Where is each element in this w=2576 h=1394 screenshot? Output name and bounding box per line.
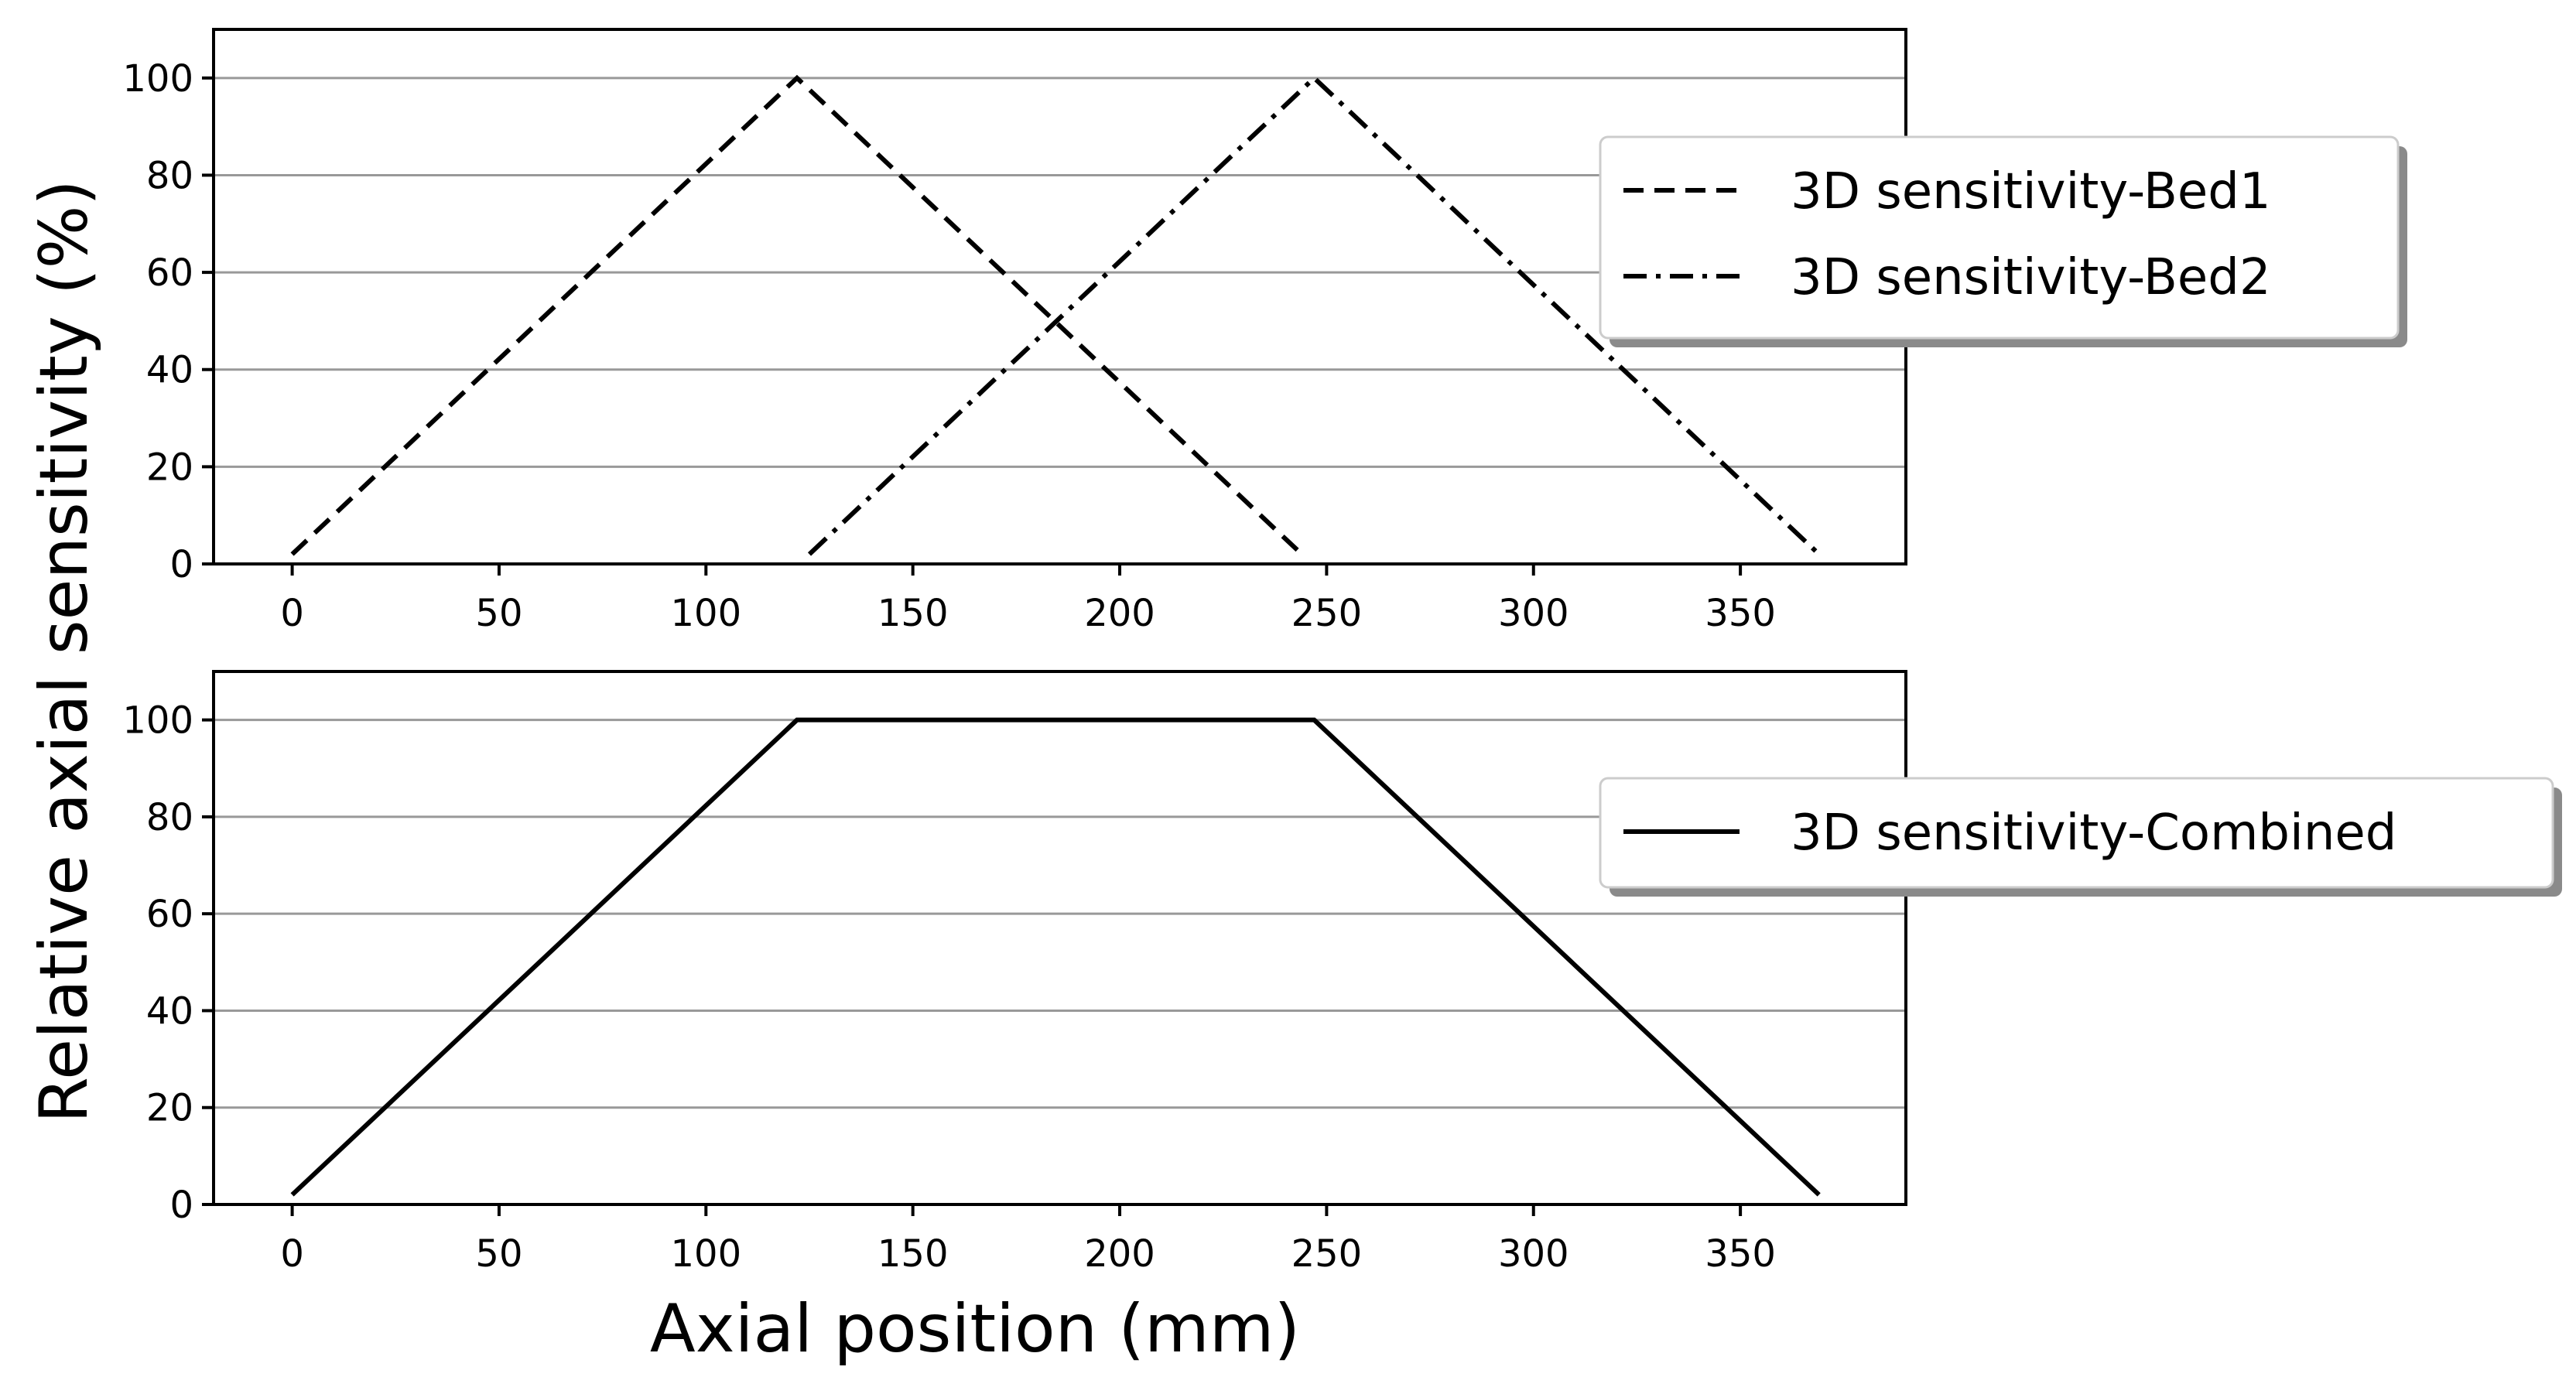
legend-entry-label: 3D sensitivity-Bed1 xyxy=(1791,163,2271,220)
legend-entry-label: 3D sensitivity-Combined xyxy=(1791,805,2396,862)
x-tick-label: 100 xyxy=(671,1232,742,1276)
y-tick-label: 60 xyxy=(146,251,193,295)
x-tick-label: 250 xyxy=(1291,592,1363,635)
y-tick-label: 100 xyxy=(122,57,193,101)
x-tick-label: 350 xyxy=(1705,1232,1776,1276)
x-tick-label: 200 xyxy=(1084,592,1155,635)
legend: 3D sensitivity-Bed1 3D sensitivity-Bed2 xyxy=(1599,135,2407,347)
x-tick-label: 250 xyxy=(1291,1232,1363,1276)
y-tick-label: 80 xyxy=(146,154,193,197)
x-tick-label: 350 xyxy=(1705,592,1776,635)
y-tick-label: 40 xyxy=(146,349,193,392)
legend: 3D sensitivity-Combined xyxy=(1599,777,2562,897)
x-tick-label: 200 xyxy=(1084,1232,1155,1276)
series-line-3d-sensitivity-combined xyxy=(290,717,1821,1197)
x-tick-label: 0 xyxy=(280,592,304,635)
x-axis-title: Axial position (mm) xyxy=(650,1290,1300,1368)
x-tick-label: 100 xyxy=(671,592,742,635)
y-tick-label: 20 xyxy=(146,1087,193,1130)
y-tick-label: 80 xyxy=(146,796,193,839)
x-tick-label: 50 xyxy=(475,592,522,635)
legend-entry-label: 3D sensitivity-Bed2 xyxy=(1791,249,2271,306)
y-tick-label: 20 xyxy=(146,446,193,489)
x-tick-label: 150 xyxy=(877,592,949,635)
y-tick-label: 40 xyxy=(146,989,193,1033)
axes-frame xyxy=(212,670,1907,1206)
y-tick-label: 100 xyxy=(122,699,193,743)
y-tick-label: 60 xyxy=(146,893,193,936)
y-axis-title: Relative axial sensitivity (%) xyxy=(26,179,103,1123)
x-tick-label: 0 xyxy=(280,1232,304,1276)
x-tick-label: 50 xyxy=(475,1232,522,1276)
series-line-3d-sensitivity-bed1 xyxy=(290,74,1304,556)
top-panel: 0 20 40 60 80 100 0 50 100 150 200 250 300 350 3D sens… xyxy=(122,28,2407,635)
bottom-panel: 0 20 40 60 80 100 0 50 100 150 200 250 300 350 3D sens… xyxy=(122,670,2562,1276)
y-tick-label: 0 xyxy=(169,543,193,586)
legend-box xyxy=(1599,777,2554,889)
x-tick-label: 300 xyxy=(1498,592,1569,635)
x-tick-label: 150 xyxy=(877,1232,949,1276)
y-tick-label: 0 xyxy=(169,1184,193,1227)
legend-box xyxy=(1599,135,2400,340)
x-tick-label: 300 xyxy=(1498,1232,1569,1276)
